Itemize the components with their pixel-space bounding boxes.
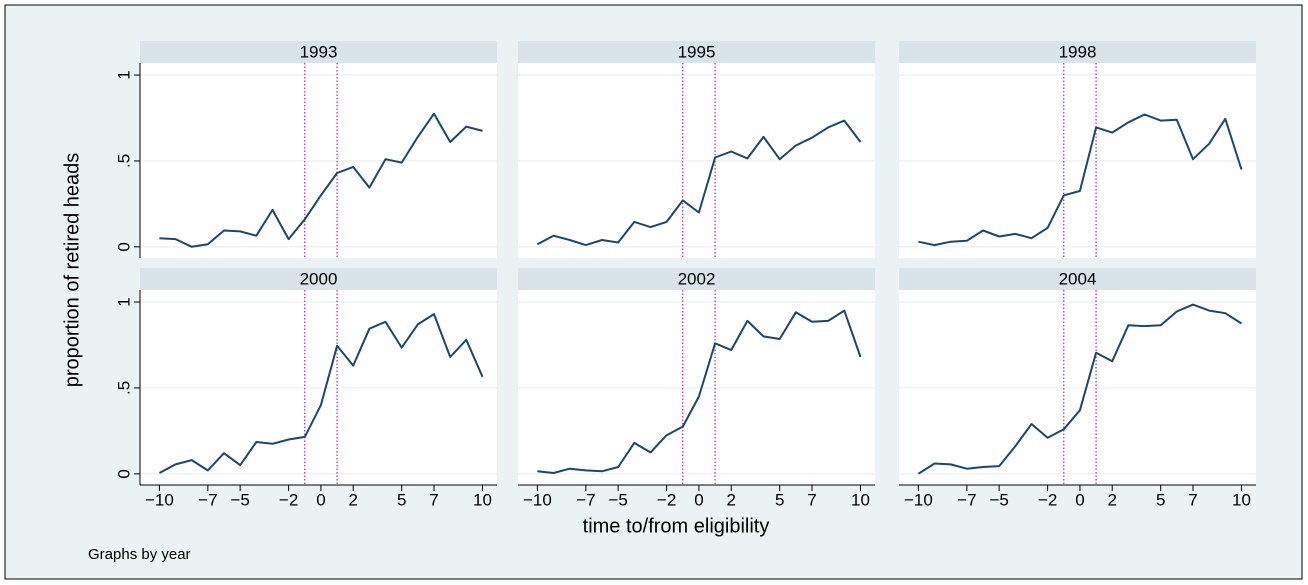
y-tick-label: .5 — [114, 381, 133, 395]
x-tick-label: −7 — [957, 490, 976, 509]
panel-header — [140, 268, 497, 290]
note: Graphs by year — [88, 546, 191, 563]
panel-header — [899, 41, 1256, 63]
x-tick-label: −5 — [230, 490, 249, 509]
x-tick-label: 0 — [316, 490, 325, 509]
panel-title: 2000 — [300, 269, 338, 288]
x-tick-label: −10 — [523, 490, 552, 509]
x-tick-label: 2 — [348, 490, 357, 509]
x-tick-label: −2 — [279, 490, 298, 509]
panel-title: 2004 — [1059, 269, 1097, 288]
panel-header — [140, 41, 497, 63]
x-tick-label: 7 — [1188, 490, 1197, 509]
x-tick-label: 2 — [726, 490, 735, 509]
x-tick-label: 0 — [1075, 490, 1084, 509]
x-tick-label: 7 — [807, 490, 816, 509]
x-tick-label: 5 — [397, 490, 406, 509]
panel-title: 2002 — [678, 269, 716, 288]
x-tick-label: 0 — [694, 490, 703, 509]
line — [159, 112, 483, 248]
y-tick-label: 0 — [114, 242, 133, 251]
y-tick-label: 1 — [114, 297, 133, 306]
line — [918, 113, 1243, 247]
x-tick-label: 2 — [1107, 490, 1116, 509]
x-tick-label: 10 — [473, 490, 492, 509]
y-axis-label: proportion of retired heads — [61, 153, 83, 388]
x-tick-label: −7 — [198, 490, 217, 509]
line — [536, 119, 862, 247]
y-tick-label: 0 — [114, 469, 133, 478]
x-axis-label: time to/from eligibility — [583, 515, 770, 537]
panel-header — [518, 268, 875, 290]
panel-header — [899, 268, 1256, 290]
x-tick-label: −2 — [1038, 490, 1057, 509]
x-tick-label: 10 — [1232, 490, 1251, 509]
line — [917, 303, 1243, 475]
x-tick-label: 5 — [1156, 490, 1165, 509]
x-tick-label: −10 — [145, 490, 174, 509]
x-tick-label: −10 — [904, 490, 933, 509]
panel-header — [518, 41, 875, 63]
x-tick-label: 10 — [851, 490, 870, 509]
line — [537, 309, 862, 474]
y-tick-label: .5 — [114, 154, 133, 168]
panel-title: 1993 — [300, 42, 338, 61]
panel-title: 1995 — [678, 42, 716, 61]
panel-title: 1998 — [1059, 42, 1097, 61]
x-tick-label: 5 — [775, 490, 784, 509]
x-tick-label: 7 — [429, 490, 438, 509]
line — [158, 313, 484, 474]
x-tick-label: −7 — [576, 490, 595, 509]
x-tick-label: −2 — [657, 490, 676, 509]
x-tick-label: −5 — [608, 490, 627, 509]
y-tick-label: 1 — [114, 70, 133, 79]
x-tick-label: −5 — [989, 490, 1008, 509]
